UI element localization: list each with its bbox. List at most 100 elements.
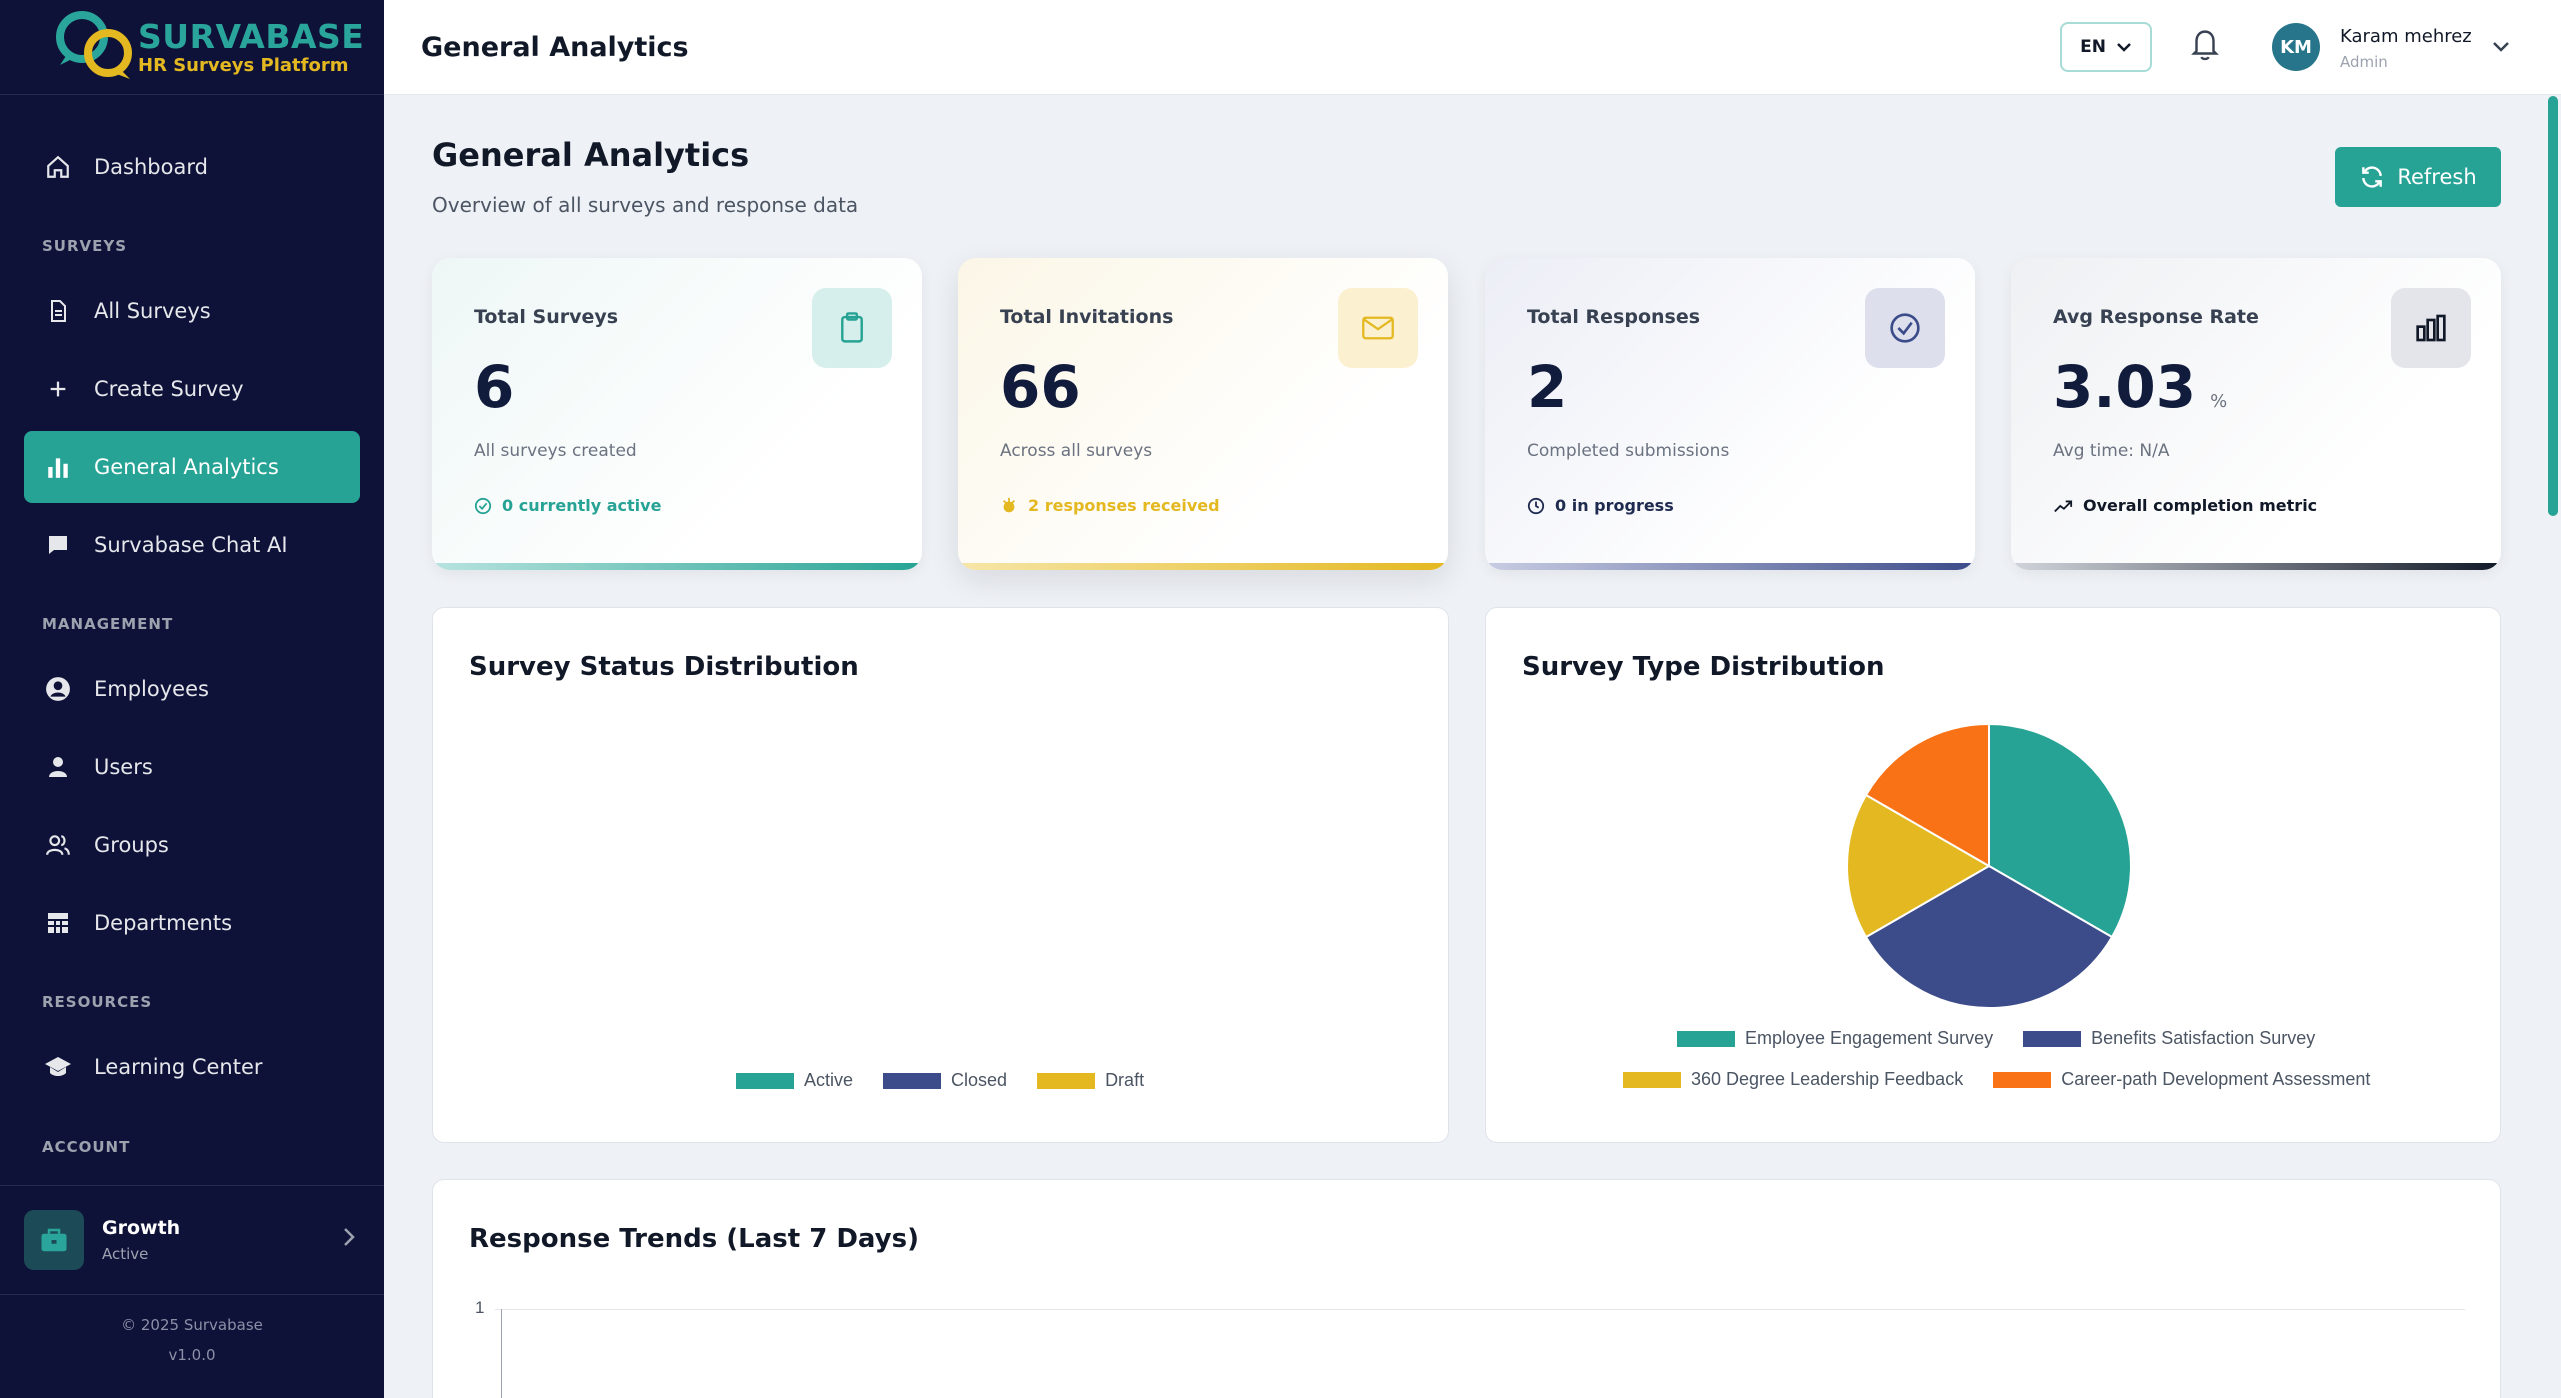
sidebar-item-dashboard[interactable]: Dashboard (24, 131, 360, 203)
copyright: © 2025 Survabase (121, 1316, 263, 1334)
pie-slice-360-degree-leadership-feedback[interactable] (1846, 793, 1992, 939)
version: v1.0.0 (168, 1346, 216, 1364)
chart-legend: 360 Degree Leadership Feedback Career-pa… (1623, 1069, 2400, 1090)
card-description: Across all surveys (1000, 441, 1153, 461)
legend-swatch (1037, 1072, 1096, 1089)
response-trends-panel: Response Trends (Last 7 Days) 1 (432, 1179, 2501, 1398)
sidebar-item-users[interactable]: Users (24, 731, 360, 803)
sidebar-item-departments[interactable]: Departments (24, 887, 360, 959)
sidebar-item-employees[interactable]: Employees (24, 653, 360, 725)
topbar-title: General Analytics (421, 32, 689, 63)
pie-slice-career-path-development-assessment[interactable] (1864, 722, 1990, 868)
chevron-down-icon[interactable] (2492, 38, 2510, 57)
refresh-label: Refresh (2397, 165, 2477, 189)
bar-chart-icon (42, 451, 74, 483)
card-label: Total Surveys (474, 306, 619, 328)
card-description: All surveys created (474, 441, 637, 461)
sidebar-item-label: Groups (94, 833, 169, 857)
refresh-icon (2362, 166, 2383, 188)
legend-item-closed[interactable]: Closed (883, 1070, 1007, 1091)
user-circle-icon (42, 673, 74, 705)
survey-status-panel: Survey Status Distribution Active Closed… (432, 607, 1449, 1143)
sidebar-item-general-analytics[interactable]: General Analytics (24, 431, 360, 503)
check-circle-icon (1865, 288, 1945, 368)
plus-icon (42, 373, 74, 405)
chart-legend: Employee Engagement Survey Benefits Sati… (1677, 1028, 2345, 1049)
legend-item-career-path[interactable]: Career-path Development Assessment (1993, 1069, 2370, 1090)
card-meta: 0 currently active (474, 496, 661, 515)
section-label-account: ACCOUNT (42, 1138, 131, 1156)
user-name[interactable]: Karam mehrez (2340, 26, 2472, 47)
refresh-button[interactable]: Refresh (2335, 147, 2501, 207)
sidebar: SURVABASE HR Surveys Platform Dashboard … (0, 0, 384, 1398)
sidebar-item-label: Dashboard (94, 155, 208, 179)
clock-icon (1527, 497, 1545, 514)
avatar[interactable]: KM (2272, 23, 2320, 71)
sidebar-item-chat-ai[interactable]: Survabase Chat AI (24, 509, 360, 581)
card-value: 2 (1527, 353, 1568, 421)
legend-item-360-leadership[interactable]: 360 Degree Leadership Feedback (1623, 1069, 1963, 1090)
card-value: 3.03% (2053, 353, 2228, 421)
y-axis (501, 1309, 502, 1398)
panel-title: Survey Type Distribution (1522, 652, 1885, 682)
section-label-management: MANAGEMENT (42, 615, 174, 633)
card-description: Avg time: N/A (2053, 441, 2170, 461)
sidebar-item-label: Users (94, 755, 153, 779)
legend-item-draft[interactable]: Draft (1037, 1070, 1144, 1091)
section-label-resources: RESOURCES (42, 993, 153, 1011)
mail-icon (1338, 288, 1418, 368)
brand-title: SURVABASE (138, 16, 365, 56)
sparkle-icon (1002, 497, 1016, 512)
sidebar-item-label: Learning Center (94, 1055, 263, 1079)
sidebar-item-learning-center[interactable]: Learning Center (24, 1031, 360, 1103)
card-meta: 2 responses received (1000, 496, 1220, 515)
topbar: General Analytics EN KM Karam mehrez Adm… (384, 0, 2561, 95)
legend-item-employee-engagement[interactable]: Employee Engagement Survey (1677, 1028, 1993, 1049)
panel-title: Survey Status Distribution (469, 652, 859, 682)
card-value: 6 (474, 353, 515, 421)
panel-title: Response Trends (Last 7 Days) (469, 1224, 919, 1254)
page-subtitle: Overview of all surveys and response dat… (432, 193, 859, 217)
plan-status: Active (102, 1245, 149, 1263)
section-label-surveys: SURVEYS (42, 237, 128, 255)
stat-card-avg-response-rate: Avg Response Rate 3.03% Avg time: N/A Ov… (2011, 258, 2501, 570)
sidebar-item-label: General Analytics (94, 455, 279, 479)
clipboard-icon (812, 288, 892, 368)
sidebar-item-groups[interactable]: Groups (24, 809, 360, 881)
card-accent-bar (2011, 563, 2501, 570)
plan-name: Growth (102, 1217, 181, 1239)
pie-slice-employee-engagement-survey[interactable] (1988, 722, 2132, 939)
plan-card[interactable]: Growth Active (0, 1185, 384, 1295)
stat-card-total-surveys: Total Surveys 6 All surveys created 0 cu… (432, 258, 922, 570)
sidebar-item-create-survey[interactable]: Create Survey (24, 353, 360, 425)
bell-icon[interactable] (2190, 28, 2220, 66)
language-selector[interactable]: EN (2060, 22, 2152, 72)
bar-chart-icon (2391, 288, 2471, 368)
legend-swatch (1623, 1071, 1681, 1088)
survey-type-pie-chart (1846, 722, 2132, 1010)
card-accent-bar (432, 563, 922, 570)
home-icon (42, 151, 74, 183)
card-meta: Overall completion metric (2053, 496, 2317, 515)
page-scrollbar[interactable] (2548, 96, 2558, 516)
sidebar-item-label: All Surveys (94, 299, 211, 323)
user-role: Admin (2340, 53, 2388, 71)
chevron-down-icon (2117, 43, 2131, 52)
sidebar-item-all-surveys[interactable]: All Surveys (24, 275, 360, 347)
card-description: Completed submissions (1527, 441, 1730, 461)
stat-card-total-invitations: Total Invitations 66 Across all surveys … (958, 258, 1448, 570)
legend-swatch (1677, 1030, 1735, 1047)
card-label: Avg Response Rate (2053, 306, 2259, 328)
card-label: Total Invitations (1000, 306, 1174, 328)
legend-swatch (1993, 1071, 2052, 1088)
users-icon (42, 829, 74, 861)
stat-card-total-responses: Total Responses 2 Completed submissions … (1485, 258, 1975, 570)
legend-item-benefits-satisfaction[interactable]: Benefits Satisfaction Survey (2023, 1028, 2315, 1049)
card-label: Total Responses (1527, 306, 1701, 328)
chevron-right-icon (342, 1226, 356, 1252)
legend-item-active[interactable]: Active (736, 1070, 853, 1091)
legend-swatch (883, 1072, 942, 1089)
sidebar-item-label: Survabase Chat AI (94, 533, 288, 557)
chart-gridline (495, 1309, 2465, 1310)
brand-logo[interactable]: SURVABASE HR Surveys Platform (0, 0, 384, 95)
